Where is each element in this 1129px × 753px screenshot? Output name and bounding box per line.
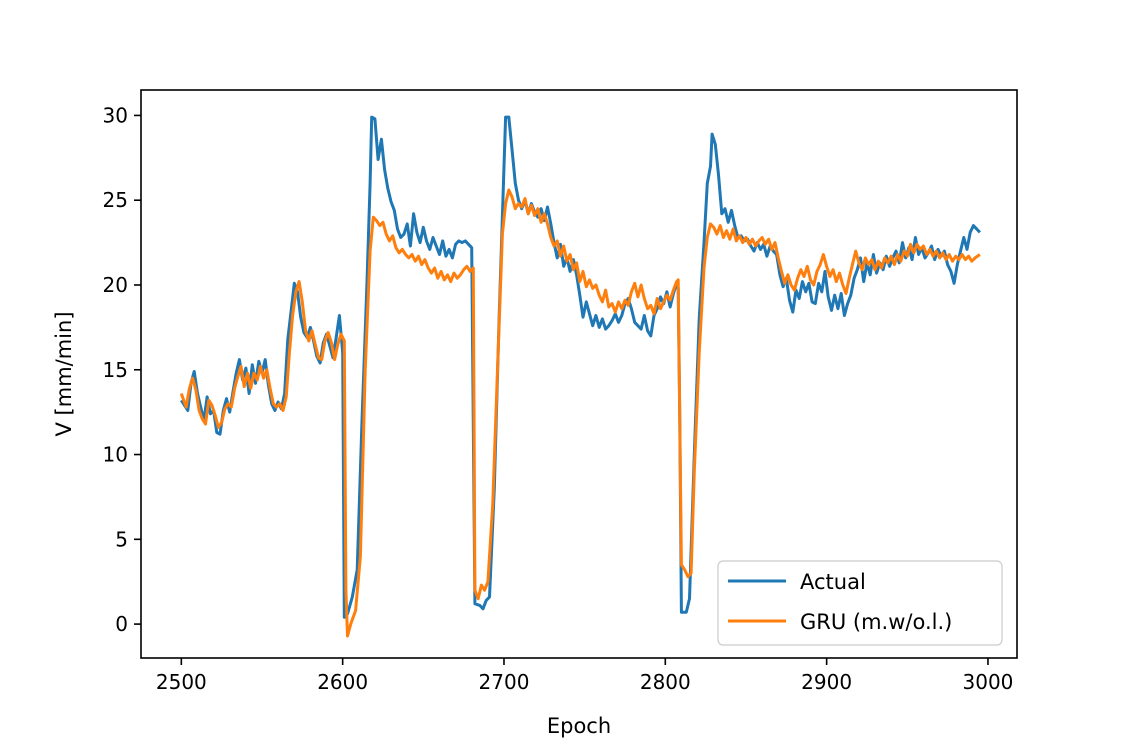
legend-box (717, 560, 1003, 646)
series-line-1 (179, 188, 981, 638)
y-axis-label: V [mm/min] (52, 311, 76, 436)
y-tick-label: 30 (103, 103, 128, 127)
x-tick-label: 2800 (640, 670, 691, 694)
y-axis-ticks: 0 5 10 15 20 25 30 (103, 103, 141, 636)
y-tick-label: 10 (103, 443, 128, 467)
y-tick-label: 5 (115, 527, 128, 551)
legend-label-actual: Actual (800, 570, 866, 594)
x-axis-label: Epoch (547, 714, 611, 738)
x-tick-label: 2900 (801, 670, 852, 694)
x-tick-label: 3000 (963, 670, 1014, 694)
y-tick-label: 15 (103, 358, 128, 382)
x-tick-label: 2600 (317, 670, 368, 694)
y-tick-label: 25 (103, 188, 128, 212)
x-tick-label: 2700 (479, 670, 530, 694)
x-axis-ticks: 2500 2600 2700 2800 2900 3000 (156, 658, 1014, 694)
x-tick-label: 2500 (156, 670, 207, 694)
y-tick-label: 0 (115, 612, 128, 636)
legend-label-gru: GRU (m.w/o.l.) (800, 610, 952, 634)
legend: Actual GRU (m.w/o.l.) (717, 560, 1003, 646)
series-layer (179, 115, 981, 638)
y-tick-label: 20 (103, 273, 128, 297)
plot-frame (140, 89, 1018, 659)
